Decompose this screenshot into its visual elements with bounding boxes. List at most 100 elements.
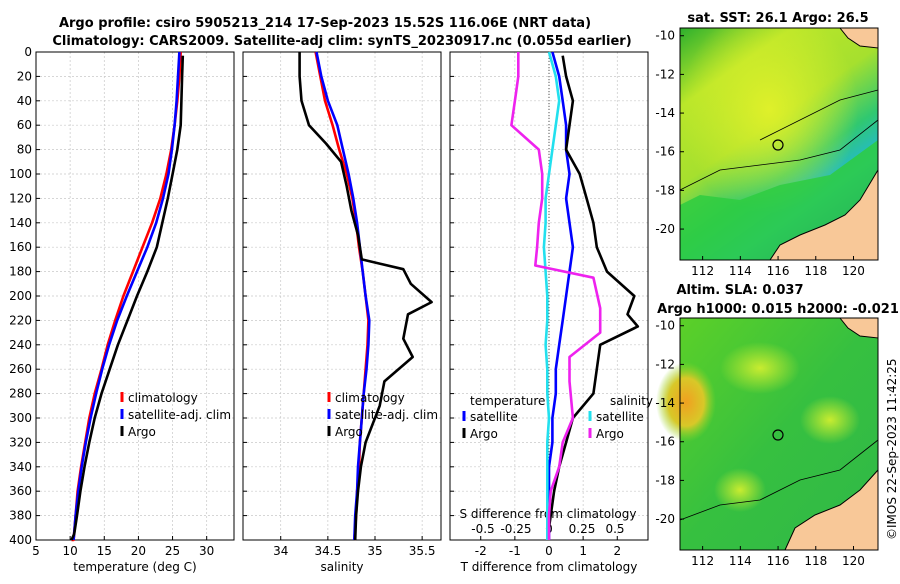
imos-credit: ©IMOS 22-Sep-2023 11:42:25 [885, 358, 899, 540]
map-y-tick-label: -20 [655, 512, 675, 526]
series-line-argo [70, 55, 185, 541]
legend-title-temperature: temperature [470, 394, 545, 408]
map-x-tick-label: 114 [729, 554, 752, 568]
x-tick-label: -2 [475, 544, 487, 558]
y-tick-label: 220 [9, 313, 32, 327]
legend-label: satellite [470, 410, 518, 424]
x-tick-label: 34 [273, 544, 288, 558]
sst-map-argo-marker [772, 139, 784, 151]
figure-title-line1: Argo profile: csiro 5905213_214 17-Sep-2… [59, 16, 591, 31]
y-tick-label: 140 [9, 216, 32, 230]
legend-label: climatology [335, 391, 405, 405]
x-tick-label: 0 [545, 544, 553, 558]
map-y-tick-label: -14 [655, 106, 675, 120]
map-x-tick-label: 120 [842, 264, 865, 278]
y-tick-label: 360 [9, 484, 32, 498]
map-x-tick-label: 112 [691, 554, 714, 568]
series-line-s-argo [510, 52, 602, 540]
y-tick-label: 320 [9, 435, 32, 449]
s-tick-label: -0.25 [500, 522, 531, 536]
sla-map-argo-marker [772, 429, 784, 441]
sst-map-bathymetry [679, 89, 879, 191]
sst-map: sat. SST: 26.1 Argo: 26.5 [679, 11, 879, 261]
x-tick-label: 5 [32, 544, 40, 558]
y-tick-label: 340 [9, 460, 32, 474]
sla-map-frame [679, 317, 879, 551]
s-tick-label: 0.25 [569, 522, 596, 536]
legend-label: satellite-adj. clim [128, 408, 231, 422]
x-axis-label: salinity [320, 560, 363, 574]
legend-label: climatology [128, 391, 198, 405]
sla-map-blob-1 [720, 342, 800, 394]
x-tick-label: 2 [613, 544, 621, 558]
y-tick-label: 280 [9, 387, 32, 401]
axes-frame [35, 51, 235, 541]
map-y-tick-label: -10 [655, 319, 675, 333]
sla-map: Altim. SLA: 0.037 Argo h1000: 0.015 h200… [656, 283, 899, 551]
y-tick-label: 400 [9, 533, 32, 547]
y-tick-label: 300 [9, 411, 32, 425]
panel-1: 0 20 40 60 80 100 120 140 160 180 200 220 240 260 280 3… [9, 45, 235, 574]
map-y-tick-label: -20 [655, 222, 675, 236]
sla-map-blob-2 [800, 396, 860, 444]
map-x-tick-label: 112 [691, 264, 714, 278]
map-x-tick-label: 118 [804, 264, 827, 278]
sla-map-blob-3 [714, 468, 766, 512]
x-tick-label: 25 [165, 544, 180, 558]
series-line-satellite-adj-clim [315, 51, 371, 541]
series-line-t-satellite [547, 51, 575, 540]
y-tick-label: 240 [9, 338, 32, 352]
y-tick-label: 0 [24, 45, 32, 59]
sla-map-high-anomaly [656, 362, 716, 442]
x-tick-label: 10 [62, 544, 77, 558]
y-tick-label: 80 [17, 143, 32, 157]
y-tick-label: 260 [9, 362, 32, 376]
figure-title-line2: Climatology: CARS2009. Satellite-adj cli… [52, 34, 631, 49]
x-tick-label: -1 [509, 544, 521, 558]
x-tick-label: 35.5 [409, 544, 436, 558]
x-tick-label: 1 [579, 544, 587, 558]
map-y-tick-label: -14 [655, 396, 675, 410]
sst-map-title: sat. SST: 26.1 Argo: 26.5 [687, 11, 868, 26]
s-tick-label: 0.5 [605, 522, 624, 536]
axes-frame [242, 51, 442, 541]
series-line-argo [298, 52, 433, 541]
x-tick-label: 30 [199, 544, 214, 558]
y-tick-label: 20 [17, 69, 32, 83]
x-axis-label: T difference from climatology [460, 560, 638, 574]
legend-label: Argo [470, 427, 498, 441]
y-tick-label: 40 [17, 94, 32, 108]
legend-label: Argo [596, 427, 624, 441]
map-x-tick-label: 116 [767, 554, 790, 568]
sla-map-title-line2: Argo h1000: 0.015 h2000: -0.021 [657, 302, 899, 317]
map-x-tick-label: 118 [804, 554, 827, 568]
y-tick-label: 200 [9, 289, 32, 303]
s-tick-label: -0.5 [471, 522, 494, 536]
sla-map-bathymetry [679, 439, 879, 521]
y-tick-label: 160 [9, 240, 32, 254]
x-tick-label: 20 [131, 544, 146, 558]
legend-label: satellite [596, 410, 644, 424]
x-tick-label: 35 [367, 544, 382, 558]
legend-label: Argo [128, 425, 156, 439]
x-tick-label: 15 [97, 544, 112, 558]
legend-label: Argo [335, 425, 363, 439]
map-y-tick-label: -16 [655, 435, 675, 449]
legend-title-salinity: salinity [610, 394, 653, 408]
y-tick-label: 120 [9, 191, 32, 205]
y-tick-label: 380 [9, 509, 32, 523]
map-y-tick-label: -10 [655, 29, 675, 43]
map-y-tick-label: -12 [655, 357, 675, 371]
x-tick-label: 34.5 [314, 544, 341, 558]
series-line-s-satellite [542, 51, 561, 540]
series-line-t-argo [546, 55, 640, 541]
map-y-tick-label: -12 [655, 67, 675, 81]
map-y-tick-label: -18 [655, 473, 675, 487]
sla-map-title-line1: Altim. SLA: 0.037 [677, 283, 804, 298]
map-x-tick-label: 120 [842, 554, 865, 568]
map-x-tick-label: 114 [729, 264, 752, 278]
map-y-tick-label: -18 [655, 183, 675, 197]
series-line-satellite-adj-clim [72, 51, 181, 541]
x-axis-label: temperature (deg C) [73, 560, 196, 574]
